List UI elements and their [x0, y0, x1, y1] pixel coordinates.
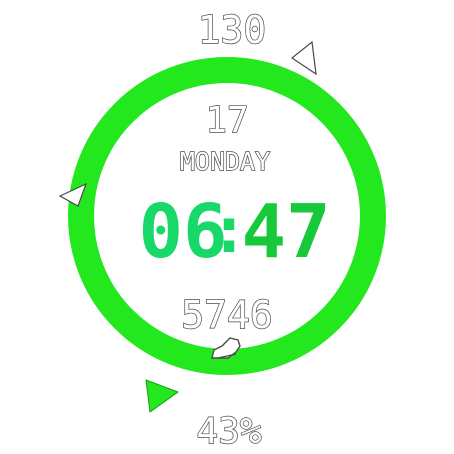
shoe-icon: [211, 337, 241, 359]
ring-pointer-top-right: [290, 40, 317, 76]
ring-pointer-left: [58, 182, 88, 207]
battery-value: 43%: [196, 411, 261, 452]
ring-pointer-bottom-left: [145, 379, 180, 413]
time-separator: :: [210, 194, 249, 268]
date-value: 17: [205, 100, 248, 141]
heart-rate-value: 130: [198, 8, 267, 52]
progress-ring: [68, 57, 386, 375]
weekday-label: MONDAY: [180, 147, 270, 176]
time-minutes: 47: [241, 189, 330, 275]
time-hours: 06: [138, 189, 227, 275]
steps-value: 5746: [181, 293, 273, 337]
